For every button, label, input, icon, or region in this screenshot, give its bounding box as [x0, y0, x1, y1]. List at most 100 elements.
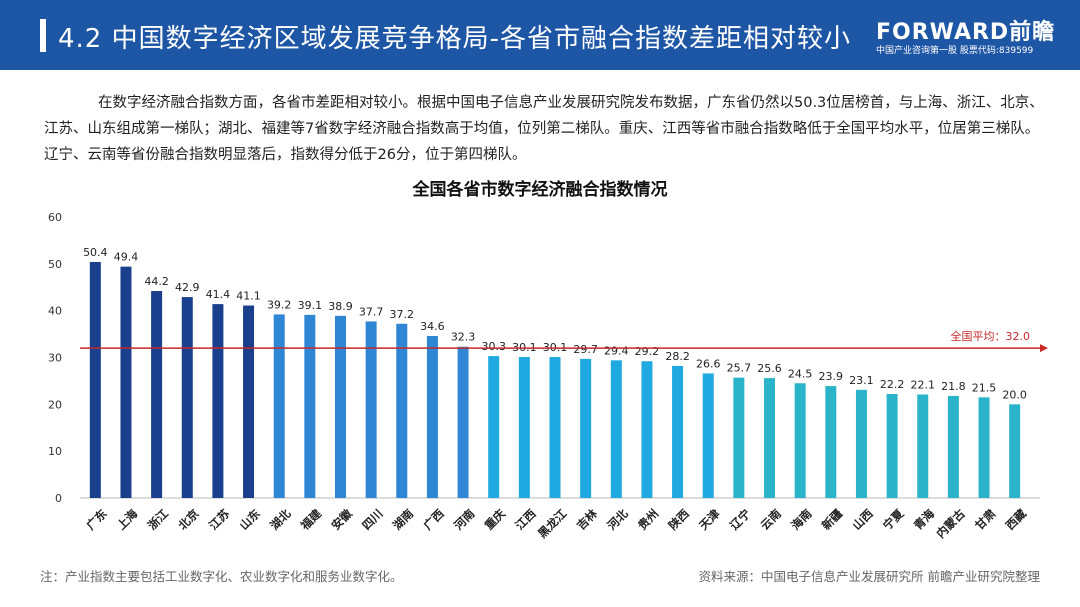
header-banner: 4.2 中国数字经济区域发展竞争格局-各省市融合指数差距相对较小 FORWARD…	[0, 0, 1080, 70]
y-tick-label: 0	[55, 492, 62, 505]
category-label: 上海	[114, 506, 141, 533]
bar	[212, 304, 224, 498]
category-label: 江西	[513, 506, 540, 533]
intro-paragraph: 在数字经济融合指数方面，各省市差距相对较小。根据中国电子信息产业发展研究院发布数…	[44, 95, 1044, 163]
y-tick-label: 10	[48, 445, 62, 458]
bar-value-label: 38.9	[328, 300, 353, 313]
category-label: 西藏	[1003, 506, 1030, 533]
bar-value-label: 28.2	[665, 350, 690, 363]
bar-value-label: 21.8	[941, 380, 966, 393]
category-label: 青海	[911, 506, 938, 533]
category-label: 河北	[604, 506, 631, 533]
bar-value-label: 41.1	[236, 290, 261, 303]
bar-value-label: 21.5	[972, 381, 997, 394]
bar	[1009, 404, 1021, 498]
brand-tagline: 中国产业咨询第一股 股票代码:839599	[876, 46, 1034, 56]
category-label: 浙江	[145, 506, 172, 533]
bar	[794, 383, 806, 498]
bar	[672, 365, 684, 498]
bar-value-label: 37.7	[359, 305, 384, 318]
bar-value-label: 30.3	[481, 340, 506, 353]
bar-value-label: 25.6	[757, 362, 782, 375]
category-label: 云南	[758, 506, 785, 533]
category-label: 新疆	[819, 506, 846, 533]
bar-value-label: 26.6	[696, 357, 721, 370]
category-label: 北京	[175, 506, 202, 533]
bar-value-label: 34.6	[420, 320, 445, 333]
y-tick-label: 60	[48, 211, 62, 224]
bar-value-label: 39.1	[298, 299, 323, 312]
bar-value-label: 29.2	[635, 345, 660, 358]
y-tick-label: 30	[48, 352, 62, 365]
chart-title: 全国各省市数字经济融合指数情况	[412, 179, 668, 200]
bar-value-label: 49.4	[114, 251, 139, 264]
bar	[702, 373, 714, 498]
category-label: 天津	[696, 506, 723, 533]
category-label: 江苏	[206, 506, 233, 533]
bar	[610, 360, 622, 498]
bar	[947, 395, 959, 498]
bar	[978, 397, 990, 498]
category-label: 山东	[237, 506, 264, 533]
bar	[181, 297, 193, 498]
bar	[396, 323, 408, 498]
category-label: 广东	[84, 506, 111, 533]
bar	[825, 386, 837, 498]
category-label: 广西	[421, 506, 448, 533]
bar-value-label: 20.0	[1002, 388, 1027, 401]
page-title: 4.2 中国数字经济区域发展竞争格局-各省市融合指数差距相对较小	[58, 24, 851, 54]
category-label: 内蒙古	[933, 506, 968, 541]
bar	[549, 357, 561, 498]
bar-value-label: 25.7	[727, 362, 752, 375]
category-label: 甘肃	[972, 506, 999, 533]
bar	[304, 314, 316, 498]
category-label: 福建	[297, 506, 324, 533]
bar-value-label: 41.4	[206, 288, 231, 301]
bar-value-label: 23.9	[819, 370, 844, 383]
category-label: 宁夏	[880, 506, 907, 533]
bar	[457, 346, 469, 498]
bar	[243, 305, 255, 498]
bar-value-label: 29.4	[604, 344, 629, 357]
bar-value-label: 32.3	[451, 331, 476, 344]
category-label: 辽宁	[727, 506, 753, 532]
category-label: 湖南	[390, 506, 417, 533]
bar-value-label: 22.2	[880, 378, 905, 391]
bar	[518, 357, 530, 498]
header-accent-bar	[40, 19, 46, 52]
y-tick-label: 20	[48, 398, 62, 411]
category-label: 吉林	[574, 506, 601, 533]
brand-logo: FORWARD前瞻	[876, 20, 1056, 45]
bar	[764, 378, 776, 498]
category-label: 安徽	[329, 506, 356, 533]
category-label: 山西	[850, 506, 877, 533]
category-label: 陕西	[666, 506, 693, 533]
bar-value-label: 23.1	[849, 374, 874, 387]
bar	[580, 358, 592, 498]
bar	[151, 290, 163, 498]
bar	[89, 261, 101, 498]
bar	[917, 394, 929, 498]
footnote: 注：产业指数主要包括工业数字化、农业数字化和服务业数字化。	[40, 569, 403, 584]
bar	[641, 361, 653, 498]
bar	[886, 394, 898, 498]
category-label: 四川	[359, 506, 385, 532]
bar-value-label: 29.7	[573, 343, 598, 356]
bar	[273, 314, 285, 498]
bar	[855, 389, 867, 498]
category-label: 重庆	[482, 506, 509, 533]
y-tick-label: 50	[48, 258, 62, 271]
bar	[488, 356, 500, 498]
bar-value-label: 24.5	[788, 367, 813, 380]
bar	[426, 335, 438, 498]
category-label: 河南	[451, 506, 478, 533]
bar-value-label: 50.4	[83, 246, 108, 259]
average-label: 全国平均：32.0	[951, 329, 1031, 343]
bar-value-label: 44.2	[144, 275, 169, 288]
category-label: 黑龙江	[535, 506, 570, 541]
bar	[365, 321, 377, 498]
category-label: 贵州	[635, 506, 661, 532]
bar-value-label: 42.9	[175, 281, 200, 294]
category-label: 湖北	[267, 506, 294, 533]
